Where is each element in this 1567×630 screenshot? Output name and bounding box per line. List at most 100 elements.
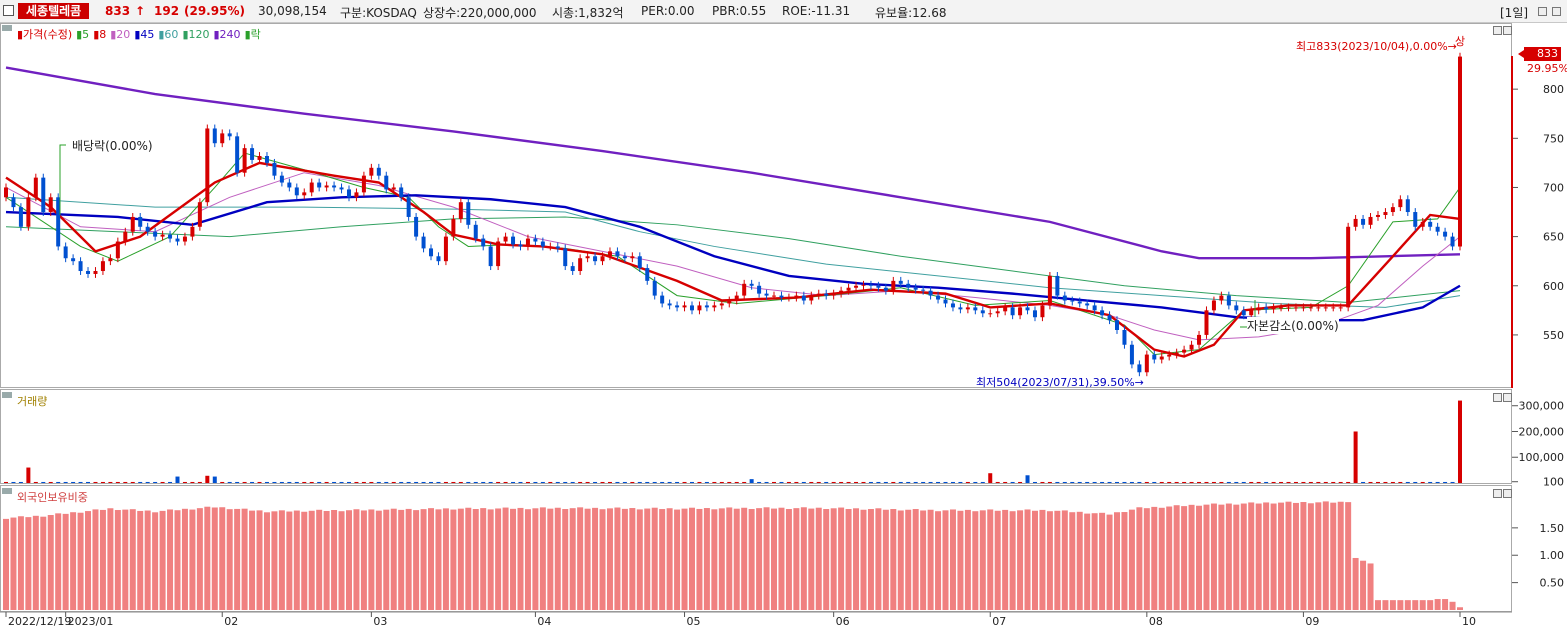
foreign-close-icon[interactable] xyxy=(1503,489,1512,498)
volume-bar xyxy=(250,481,255,483)
candle-body xyxy=(772,295,777,297)
volume-bar xyxy=(384,481,389,483)
legend-item-7[interactable]: ▮240 xyxy=(213,28,241,41)
foreign-bar xyxy=(1166,506,1173,610)
candle-body xyxy=(339,187,344,190)
candle-body xyxy=(824,293,829,296)
candle-body xyxy=(1040,305,1045,318)
volume-bar xyxy=(332,481,337,483)
candle-body xyxy=(242,148,247,173)
foreign-bar xyxy=(1397,600,1404,610)
legend-item-3[interactable]: ▮20 xyxy=(110,28,131,41)
foreign-bar xyxy=(696,508,703,610)
panel-minimize-icon[interactable] xyxy=(1493,26,1502,35)
foreign-bar xyxy=(10,517,17,610)
volume-bar xyxy=(630,481,635,483)
volume-bar xyxy=(1159,481,1164,483)
volume-panel-handle[interactable] xyxy=(2,392,12,398)
candle-body xyxy=(1443,231,1448,237)
volume-bar xyxy=(712,481,717,483)
price-tick-label: 800 xyxy=(1543,83,1564,96)
foreign-bar xyxy=(1352,557,1359,610)
candle-body xyxy=(466,202,471,225)
foreign-panel-handle[interactable] xyxy=(2,488,12,494)
stock-name[interactable]: 세종텔레콤 xyxy=(18,3,90,19)
foreign-bar xyxy=(1188,504,1195,610)
candle-body xyxy=(1428,221,1433,227)
candle-body xyxy=(123,231,128,242)
volume-bar xyxy=(212,476,217,483)
candle-body xyxy=(764,293,769,296)
foreign-bar xyxy=(159,510,166,610)
legend-item-0[interactable]: ▮가격(수정) xyxy=(17,28,73,41)
volume-bar xyxy=(227,481,232,483)
foreign-bar xyxy=(465,507,472,610)
foreign-bar xyxy=(70,512,77,610)
candle-body xyxy=(980,310,985,314)
foreign-bar xyxy=(77,512,84,610)
foreign-bar xyxy=(1322,501,1329,610)
foreign-bar xyxy=(1412,600,1419,610)
volume-bar xyxy=(1301,481,1306,483)
volume-bar xyxy=(697,481,702,483)
foreign-bar xyxy=(1315,502,1322,610)
candle-body xyxy=(637,256,642,269)
candle-body xyxy=(1301,307,1306,309)
volume-bar xyxy=(965,481,970,483)
price-panel-handle[interactable] xyxy=(2,25,12,31)
volume-bar xyxy=(414,481,419,483)
volume-bar xyxy=(1040,481,1045,483)
volume-close-icon[interactable] xyxy=(1503,393,1512,402)
candle-body xyxy=(630,256,635,259)
volume-bar xyxy=(1383,481,1388,483)
legend-item-1[interactable]: ▮5 xyxy=(76,28,90,41)
volume-bar xyxy=(682,481,687,483)
select-checkbox[interactable] xyxy=(3,5,14,16)
reserve-ratio: 유보율:12.68 xyxy=(875,6,947,20)
legend-item-8[interactable]: ▮락 xyxy=(244,28,261,41)
foreign-bar xyxy=(711,509,718,610)
candle-body xyxy=(995,311,1000,314)
period-selector[interactable]: [1일] xyxy=(1500,6,1529,20)
volume-bar xyxy=(1085,481,1090,483)
foreign-bar xyxy=(1255,503,1262,610)
foreign-bar xyxy=(912,509,919,610)
volume-bar xyxy=(1293,481,1298,483)
foreign-bar xyxy=(1345,502,1352,610)
foreign-minimize-icon[interactable] xyxy=(1493,489,1502,498)
candle-body xyxy=(197,202,202,227)
candle-body xyxy=(138,216,143,227)
volume-bar xyxy=(56,481,61,483)
candle-body xyxy=(302,192,307,196)
candle-body xyxy=(160,234,165,237)
candle-body xyxy=(1286,307,1291,309)
legend-item-5[interactable]: ▮60 xyxy=(158,28,179,41)
candle-body xyxy=(1398,199,1403,208)
volume-bar xyxy=(1405,481,1410,483)
foreign-bar xyxy=(189,509,196,610)
volume-bar xyxy=(854,481,859,483)
close-icon[interactable] xyxy=(1552,7,1561,16)
candle-body xyxy=(660,295,665,304)
candle-body xyxy=(585,256,590,259)
legend-item-2[interactable]: ▮8 xyxy=(93,28,107,41)
volume-bar xyxy=(168,481,173,483)
dividend-marker xyxy=(59,144,66,215)
volume-minimize-icon[interactable] xyxy=(1493,393,1502,402)
minimize-icon[interactable] xyxy=(1538,7,1547,16)
market-cap: 시총:1,832억 xyxy=(552,6,624,20)
foreign-bar xyxy=(390,508,397,610)
candle-body xyxy=(921,289,926,291)
legend-item-6[interactable]: ▮120 xyxy=(182,28,210,41)
foreign-bar xyxy=(241,508,248,610)
candle-body xyxy=(697,305,702,311)
candle-body xyxy=(48,197,53,213)
candle-body xyxy=(727,300,732,304)
panel-close-icon[interactable] xyxy=(1503,26,1512,35)
candle-body xyxy=(1189,344,1194,350)
candle-body xyxy=(272,162,277,176)
volume-bar xyxy=(63,481,68,483)
legend-item-4[interactable]: ▮45 xyxy=(134,28,155,41)
candle-body xyxy=(1204,310,1209,335)
